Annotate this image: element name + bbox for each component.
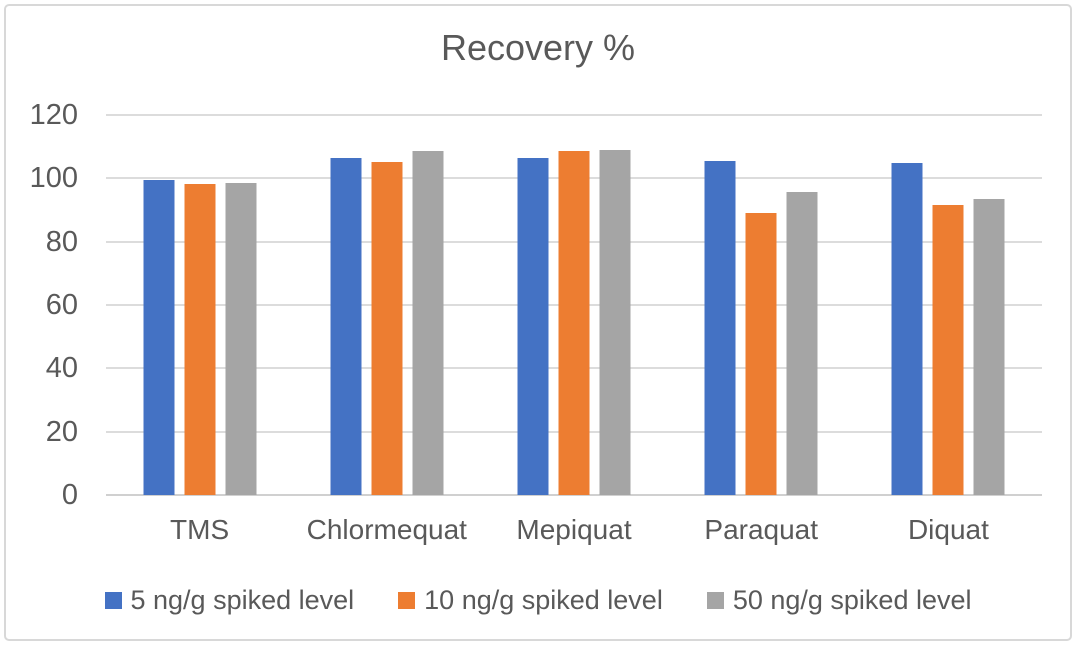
chart-frame: Recovery % 0 20 40 60 80 100 120 TMS Chlormequa… [4,4,1072,641]
bar-groups [106,115,1042,495]
x-tick-label-mepiquat: Mepiquat [516,514,632,545]
bar-row [330,115,444,495]
bar-row [517,115,631,495]
legend-item-1: 5 ng/g spiked level [104,585,355,615]
legend-label: 50 ng/g spiked level [732,585,972,615]
bar-paraquat-series-3 [786,191,818,495]
bar-tms-series-2 [184,184,216,495]
bar-row [143,115,257,495]
bar-row [891,115,1005,495]
bar-chlormequat-series-2 [371,161,403,495]
legend-label: 5 ng/g spiked level [130,585,355,615]
bar-tms-series-1 [143,179,175,495]
x-axis-line [106,494,1042,496]
bar-mepiquat-series-3 [599,149,631,495]
y-tick-label-100: 100 [29,162,78,195]
bar-tms-series-3 [225,183,257,495]
legend: 5 ng/g spiked level 10 ng/g spiked level 5… [6,585,1070,615]
bar-chlormequat-series-1 [330,158,362,495]
y-tick-label-0: 0 [61,479,78,511]
bar-chlormequat-series-3 [412,151,444,495]
bar-diquat-series-3 [973,198,1005,495]
x-tick-label-chlormequat: Chlormequat [306,514,467,545]
bar-mepiquat-series-1 [517,157,549,495]
bar-diquat-series-2 [932,204,964,495]
y-tick-label-80: 80 [45,225,78,258]
x-tick-label-tms: TMS [170,514,230,545]
bar-row [704,115,818,495]
plot-area [106,114,1042,496]
x-tick-label-diquat: Diquat [907,514,989,545]
bar-diquat-series-1 [891,162,923,495]
chart-title: Recovery % [440,27,636,68]
gridline-120 [106,114,1042,116]
y-axis-labels: 0 20 40 60 80 100 120 [6,100,78,510]
bar-group-diquat [855,115,1042,495]
x-axis-labels: TMS Chlormequat Mepiquat Paraquat Diquat [106,513,1042,547]
legend-item-2: 10 ng/g spiked level [398,585,663,615]
bar-paraquat-series-2 [745,213,777,495]
y-tick-label-40: 40 [45,352,78,385]
bar-group-paraquat [668,115,855,495]
bar-group-tms [106,115,293,495]
bar-mepiquat-series-2 [558,150,590,495]
legend-item-3: 50 ng/g spiked level [706,585,972,615]
legend-swatch-icon [104,591,122,609]
legend-label: 10 ng/g spiked level [424,585,663,615]
legend-swatch-icon [706,591,724,609]
y-tick-label-60: 60 [45,289,78,321]
y-tick-label-120: 120 [29,99,78,131]
legend-swatch-icon [398,591,416,609]
y-tick-label-20: 20 [45,415,78,448]
bar-group-chlormequat [293,115,480,495]
bar-group-mepiquat [480,115,667,495]
x-tick-label-paraquat: Paraquat [704,514,819,545]
bar-paraquat-series-1 [704,160,736,495]
